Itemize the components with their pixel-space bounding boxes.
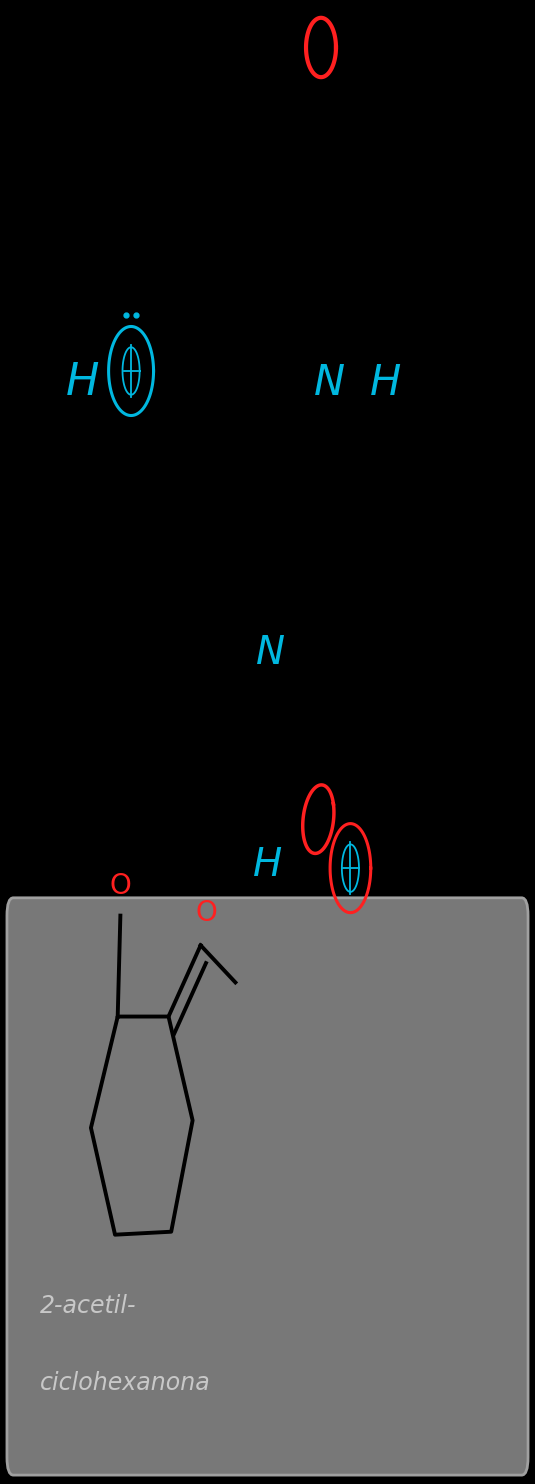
Text: ciclohexanona: ciclohexanona: [40, 1371, 211, 1395]
Text: 2-acetil-: 2-acetil-: [40, 1294, 136, 1318]
FancyBboxPatch shape: [7, 898, 528, 1475]
Text: H: H: [253, 846, 282, 884]
Text: N: N: [314, 362, 345, 404]
Text: H: H: [66, 362, 100, 404]
Text: N: N: [256, 634, 285, 672]
Text: H: H: [370, 362, 401, 404]
Text: O: O: [195, 899, 217, 926]
Text: O: O: [110, 873, 131, 899]
